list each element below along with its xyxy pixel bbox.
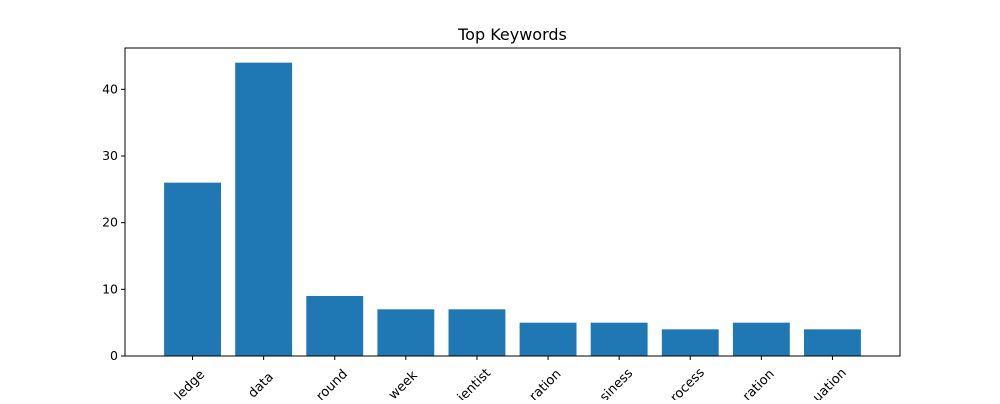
y-tick-label: 30 bbox=[102, 148, 118, 163]
bar-week bbox=[377, 309, 435, 356]
bar-data bbox=[235, 62, 293, 357]
bar-knowledge bbox=[164, 182, 221, 356]
x-tick-label: ration bbox=[527, 367, 565, 400]
x-tick-label: ration bbox=[740, 367, 778, 400]
x-axis: ledge data round week ientist ration siness roc… bbox=[172, 356, 850, 404]
x-tick-label: uation bbox=[810, 366, 850, 400]
x-tick-label: ientist bbox=[455, 366, 494, 400]
x-tick-label: siness bbox=[597, 366, 636, 400]
chart-title: Top Keywords bbox=[457, 25, 567, 44]
plot-frame bbox=[124, 47, 901, 357]
y-tick-label: 0 bbox=[110, 348, 118, 363]
x-tick-label: data bbox=[246, 370, 277, 400]
y-tick-label: 10 bbox=[102, 281, 118, 296]
x-tick-label: ledge bbox=[172, 367, 208, 400]
y-axis: 0 10 20 30 40 bbox=[102, 81, 125, 363]
x-tick-label: week bbox=[386, 368, 421, 400]
bar-collaboration bbox=[519, 322, 577, 356]
bar-business bbox=[590, 322, 648, 356]
bar-exploration bbox=[732, 322, 790, 356]
bar-background bbox=[306, 296, 364, 356]
y-tick-label: 40 bbox=[102, 81, 118, 96]
y-tick-label: 20 bbox=[102, 215, 118, 230]
bars bbox=[164, 62, 861, 357]
bar-situation bbox=[804, 329, 861, 356]
x-tick-label: round bbox=[314, 367, 351, 400]
bar-process bbox=[661, 329, 719, 356]
x-tick-label: rocess bbox=[668, 365, 708, 400]
bar-scientist bbox=[448, 309, 506, 356]
